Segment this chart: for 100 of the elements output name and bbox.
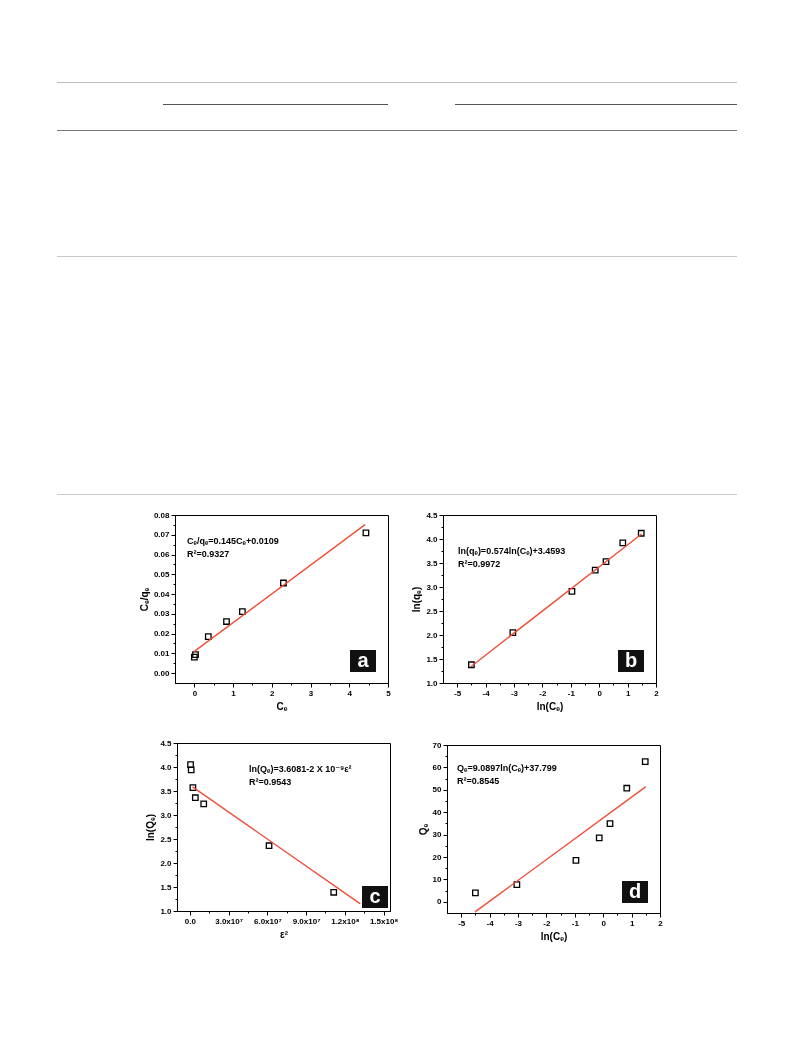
point	[513, 881, 521, 888]
y-tick-label: 3.0	[426, 582, 439, 592]
x-tick-label: 4	[347, 688, 353, 698]
point	[637, 529, 645, 537]
annotation: R²=0.9972	[458, 559, 501, 569]
point	[192, 651, 199, 658]
x-tick-label: 0	[597, 688, 603, 698]
y-tick-label: 4.0	[426, 534, 439, 544]
y-tick-label: 0.05	[153, 569, 171, 579]
y-tick-label: 3.5	[160, 786, 173, 796]
point	[641, 758, 649, 765]
point	[187, 761, 194, 768]
y-axis-title: Cₑ/qₑ	[138, 587, 150, 612]
point	[189, 784, 197, 792]
x-tick-label: -4	[486, 918, 495, 928]
point	[595, 834, 603, 842]
annotation: R²=0.8545	[457, 776, 500, 786]
point	[265, 842, 273, 850]
y-tick-label: 30	[432, 830, 443, 840]
point	[509, 629, 517, 636]
x-tick-label: 2	[654, 688, 660, 698]
x-tick-label: 6.0x10⁷	[253, 916, 282, 926]
x-tick-label: -5	[454, 688, 462, 698]
x-tick-label: -3	[510, 688, 519, 698]
point	[200, 800, 208, 808]
x-tick-label: -2	[539, 688, 547, 698]
y-tick-label: 1.5	[160, 882, 173, 892]
y-tick-label: 0.00	[153, 668, 171, 678]
annotation: Qₑ=9.0897ln(Cₑ)+37.799	[457, 763, 557, 773]
x-tick-label: -1	[571, 918, 580, 928]
y-tick-label: 2.5	[426, 606, 439, 616]
point	[602, 558, 610, 565]
x-tick-label: -1	[567, 688, 576, 698]
y-tick-label: 0	[437, 897, 443, 907]
y-axis-title: ln(Qₑ)	[145, 813, 157, 842]
x-tick-label: 2	[658, 918, 664, 928]
y-tick-label: 20	[432, 852, 443, 862]
x-tick-label: 0	[192, 688, 198, 698]
point	[362, 529, 370, 537]
y-tick-label: 1.5	[426, 654, 439, 664]
y-tick-label: 0.04	[153, 589, 171, 599]
y-tick-label: 4.5	[426, 510, 439, 520]
y-tick-label: 0.07	[153, 530, 171, 540]
y-tick-label: 2.0	[160, 858, 173, 868]
x-tick-label: 1.2x10⁸	[331, 916, 360, 926]
x-tick-label: 1	[625, 688, 631, 698]
y-tick-label: 2.5	[160, 834, 173, 844]
x-tick-label: 3	[308, 688, 314, 698]
y-tick-label: 50	[432, 785, 443, 795]
y-tick-label: 1.0	[426, 678, 439, 688]
annotation: R²=0.9543	[249, 777, 292, 787]
x-tick-label: 0	[601, 918, 607, 928]
point	[190, 653, 198, 661]
point	[191, 794, 199, 802]
x-tick-label: -3	[514, 918, 523, 928]
annotation: Cₑ/qₑ=0.145Cₑ+0.0109	[187, 536, 279, 546]
x-tick-label: -4	[482, 688, 491, 698]
y-tick-label: 0.08	[153, 510, 171, 520]
y-tick-label: 0.01	[153, 648, 171, 658]
x-tick-label: 1	[231, 688, 237, 698]
y-tick-label: 4.5	[160, 738, 173, 748]
y-tick-label: 3.0	[160, 810, 173, 820]
y-tick-label: 4.0	[160, 762, 173, 772]
annotation: ln(Qₑ)=3.6081-2 X 10⁻⁹ε²	[249, 764, 352, 774]
x-axis-title: ln(Cₑ)	[540, 930, 568, 942]
point	[204, 633, 212, 640]
x-axis-title: ε²	[279, 928, 289, 940]
point	[223, 618, 230, 625]
x-tick-label: 5	[386, 688, 392, 698]
y-tick-label: 0.03	[153, 609, 171, 619]
point	[330, 888, 338, 896]
point	[568, 587, 576, 595]
annotation: R²=0.9327	[187, 549, 230, 559]
x-tick-label: 1	[629, 918, 635, 928]
point	[472, 889, 479, 897]
x-tick-label: -5	[458, 918, 466, 928]
y-tick-label: 2.0	[426, 630, 439, 640]
x-tick-label: 1.5x10⁸	[369, 916, 399, 926]
y-axis-title: ln(qₑ)	[411, 586, 423, 613]
y-tick-label: 60	[432, 762, 443, 772]
x-axis-title: Cₑ	[276, 700, 288, 712]
y-tick-label: 0.06	[153, 550, 171, 560]
point	[239, 608, 246, 616]
point	[606, 820, 614, 828]
point	[468, 661, 475, 669]
y-tick-label: 0.02	[153, 629, 171, 639]
point	[572, 856, 580, 864]
point	[619, 539, 627, 547]
point	[591, 566, 599, 574]
point	[187, 766, 195, 774]
point	[280, 579, 287, 587]
x-tick-label: 3.0x10⁷	[215, 916, 244, 926]
y-tick-label: 70	[432, 740, 443, 750]
annotation: ln(qₑ)=0.574ln(Cₑ)+3.4593	[458, 546, 566, 556]
y-axis-title: Qₑ	[417, 823, 429, 836]
x-axis-title: ln(Cₑ)	[536, 700, 564, 712]
point	[623, 784, 631, 792]
x-tick-label: -2	[543, 918, 551, 928]
y-tick-label: 1.0	[160, 906, 173, 916]
y-tick-label: 10	[432, 874, 443, 884]
